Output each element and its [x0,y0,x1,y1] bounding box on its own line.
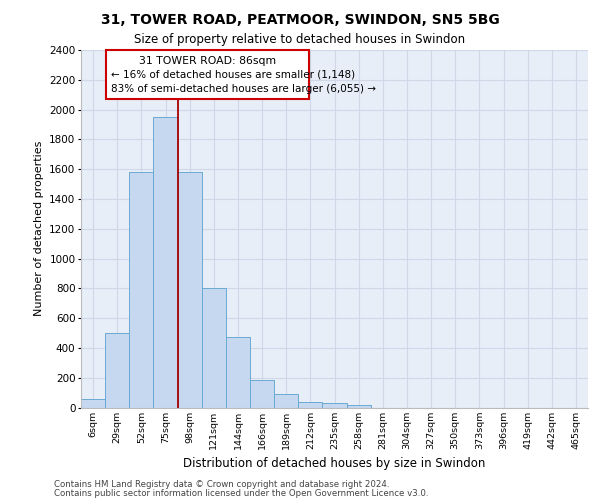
Y-axis label: Number of detached properties: Number of detached properties [34,141,44,316]
Bar [154,117,178,408]
Text: 31 TOWER ROAD: 86sqm: 31 TOWER ROAD: 86sqm [139,56,277,66]
Text: Contains HM Land Registry data © Crown copyright and database right 2024.: Contains HM Land Registry data © Crown c… [54,480,389,489]
Text: 31, TOWER ROAD, PEATMOOR, SWINDON, SN5 5BG: 31, TOWER ROAD, PEATMOOR, SWINDON, SN5 5… [101,12,499,26]
Bar [298,402,322,407]
Bar [347,404,371,407]
Bar [81,398,105,407]
Text: Contains public sector information licensed under the Open Government Licence v3: Contains public sector information licen… [54,489,428,498]
Bar [322,403,347,407]
Text: 83% of semi-detached houses are larger (6,055) →: 83% of semi-detached houses are larger (… [110,84,376,94]
Text: Size of property relative to detached houses in Swindon: Size of property relative to detached ho… [134,32,466,46]
Text: ← 16% of detached houses are smaller (1,148): ← 16% of detached houses are smaller (1,… [110,70,355,80]
X-axis label: Distribution of detached houses by size in Swindon: Distribution of detached houses by size … [184,457,485,470]
Bar [178,172,202,408]
Bar [202,288,226,408]
FancyBboxPatch shape [106,50,309,99]
Bar [250,380,274,407]
Bar [129,172,154,408]
Bar [105,333,129,407]
Bar [226,338,250,407]
Bar [274,394,298,407]
